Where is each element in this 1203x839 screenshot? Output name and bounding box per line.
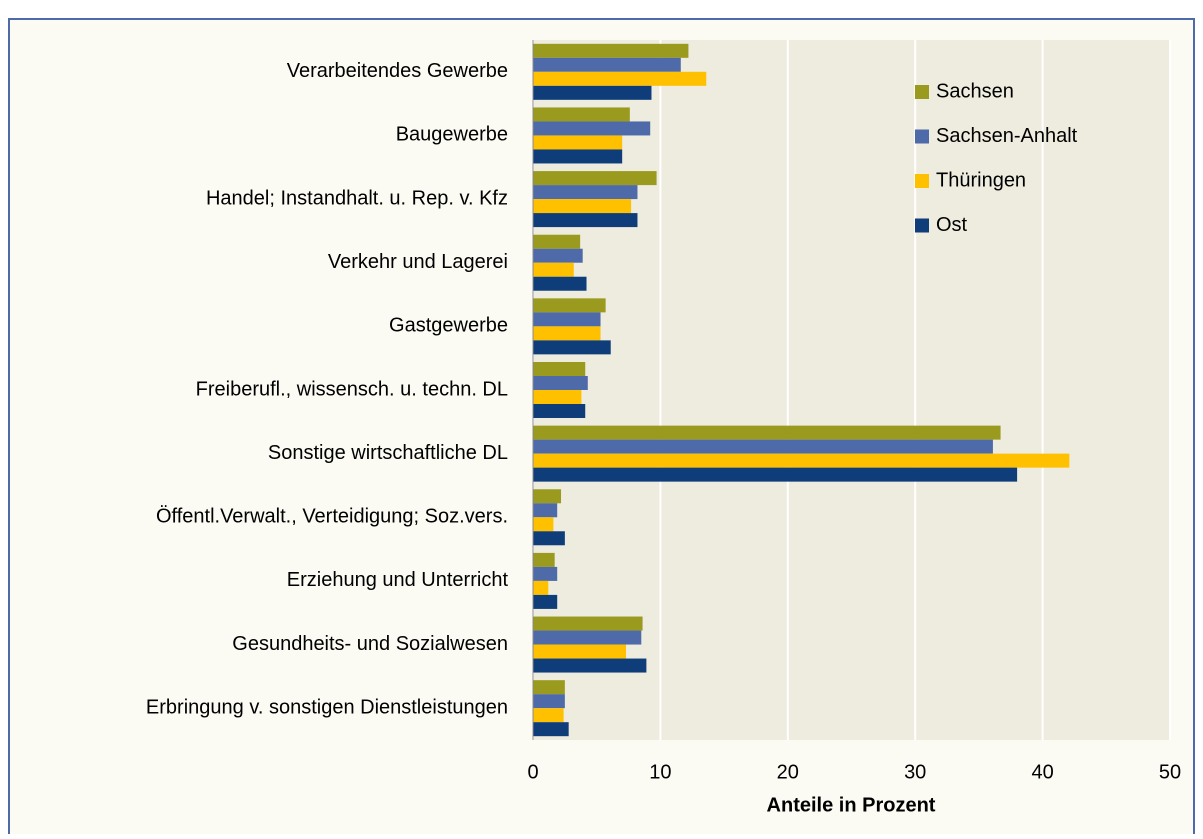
y-tick-label: Baugewerbe — [396, 124, 508, 146]
bar — [533, 276, 587, 291]
bar — [533, 340, 611, 355]
bar — [533, 43, 689, 58]
bar — [533, 234, 581, 249]
bar — [533, 404, 586, 418]
bar — [533, 121, 651, 136]
bar — [533, 71, 707, 86]
bar — [533, 594, 558, 609]
bar — [533, 107, 630, 122]
legend-swatch — [915, 174, 929, 188]
bar — [533, 644, 627, 659]
y-tick-label: Öffentl.Verwalt., Verteidigung; Soz.vers… — [156, 506, 508, 528]
bar — [533, 390, 582, 404]
bar — [533, 531, 565, 546]
bar — [533, 185, 638, 200]
x-tick-label: 50 — [1159, 761, 1181, 783]
y-tick-label: Sonstige wirtschaftliche DL — [268, 442, 508, 464]
legend-label: Thüringen — [936, 169, 1026, 191]
bar — [533, 616, 643, 631]
bar — [533, 425, 1001, 440]
bar — [533, 680, 565, 695]
y-tick-label: Handel; Instandhalt. u. Rep. v. Kfz — [206, 187, 508, 209]
legend-swatch — [915, 85, 929, 99]
bar — [533, 362, 586, 376]
bar — [533, 326, 601, 341]
y-tick-label: Verkehr und Lagerei — [328, 251, 508, 273]
bar — [533, 149, 623, 164]
x-tick-label: 0 — [527, 761, 538, 783]
x-axis-title: Anteile in Prozent — [767, 794, 936, 816]
y-tick-label: Gesundheits- und Sozialwesen — [232, 633, 508, 655]
bar — [533, 453, 1070, 468]
y-tick-label: Erbringung v. sonstigen Dienstleistungen — [146, 696, 508, 718]
bar — [533, 298, 606, 313]
bar — [533, 213, 638, 228]
bar — [533, 85, 652, 100]
bar — [533, 199, 632, 214]
x-tick-label: 20 — [777, 761, 799, 783]
y-tick-label: Freiberufl., wissensch. u. techn. DL — [196, 378, 508, 400]
bar — [533, 552, 555, 567]
bar — [533, 658, 647, 673]
bar — [533, 312, 601, 327]
y-tick-label: Verarbeitendes Gewerbe — [287, 60, 508, 82]
bar — [533, 467, 1018, 482]
bar — [533, 580, 549, 595]
legend-swatch — [915, 218, 929, 233]
bar — [533, 171, 657, 186]
legend-swatch — [915, 129, 929, 144]
bar — [533, 566, 558, 581]
bar — [533, 517, 554, 532]
legend-label: Ost — [936, 214, 968, 236]
legend-label: Sachsen — [936, 80, 1014, 102]
bar — [533, 489, 562, 504]
x-tick-label: 30 — [904, 761, 926, 783]
bar — [533, 248, 583, 263]
x-tick-label: 40 — [1031, 761, 1053, 783]
bar — [533, 722, 569, 737]
legend-label: Sachsen-Anhalt — [936, 125, 1078, 147]
x-tick-label: 10 — [649, 761, 671, 783]
bar — [533, 376, 588, 390]
y-tick-label: Gastgewerbe — [389, 315, 508, 337]
bar — [533, 135, 623, 150]
bar — [533, 708, 564, 723]
y-tick-label: Erziehung und Unterricht — [287, 569, 509, 591]
bar — [533, 503, 558, 518]
bar — [533, 630, 642, 645]
bar — [533, 439, 993, 454]
bar — [533, 694, 565, 709]
bar — [533, 262, 574, 277]
bar — [533, 57, 681, 72]
